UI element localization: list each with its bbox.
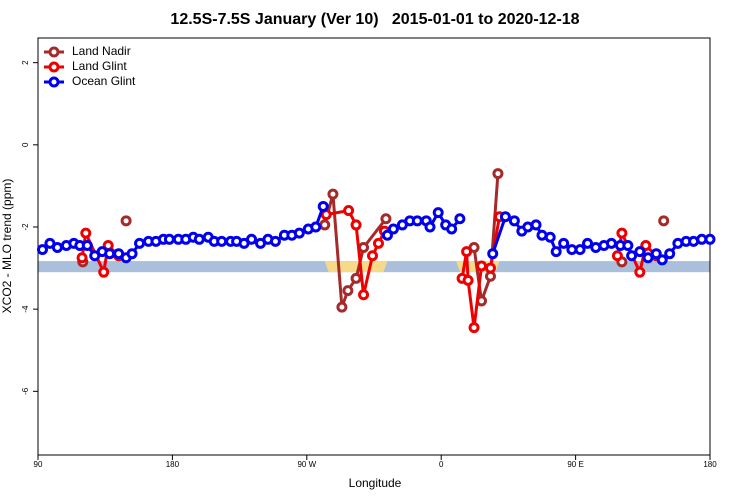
data-point	[293, 227, 305, 239]
data-point	[387, 223, 399, 235]
x-tick-label: 180	[703, 460, 717, 469]
legend-marker	[48, 46, 60, 58]
data-point	[216, 235, 228, 247]
data-point	[381, 229, 393, 241]
data-point	[327, 188, 339, 200]
data-point	[336, 301, 348, 313]
data-point	[558, 237, 570, 249]
data-point	[492, 168, 504, 180]
data-point	[664, 248, 676, 260]
data-point	[446, 223, 458, 235]
data-point	[650, 248, 662, 260]
data-point	[246, 233, 258, 245]
data-point	[704, 233, 716, 245]
data-point	[350, 219, 362, 231]
data-point	[461, 246, 473, 258]
x-tick-label: 90	[34, 460, 43, 469]
chart-title: 12.5S-7.5S January (Ver 10) 2015-01-01 t…	[170, 11, 579, 28]
legend-label: Land Glint	[72, 59, 127, 73]
data-point	[134, 237, 146, 249]
data-point	[574, 244, 586, 256]
data-point	[380, 213, 392, 225]
data-point	[51, 242, 63, 254]
data-point	[622, 239, 634, 251]
data-point	[424, 221, 436, 233]
legend-label: Land Nadir	[72, 44, 131, 58]
data-point	[358, 289, 370, 301]
x-axis-label: Longitude	[349, 476, 402, 490]
data-point	[634, 246, 646, 258]
x-tick-label: 90 W	[297, 460, 316, 469]
y-tick-label: -2	[21, 223, 30, 231]
x-tick-label: 180	[166, 460, 180, 469]
data-point	[508, 215, 520, 227]
legend-marker	[48, 61, 60, 73]
legend-label: Ocean Glint	[72, 74, 136, 88]
data-point	[432, 207, 444, 219]
data-point	[343, 205, 355, 217]
data-point	[582, 237, 594, 249]
data-point	[342, 285, 354, 297]
data-point	[616, 227, 628, 239]
data-point	[611, 250, 623, 262]
data-point	[640, 239, 652, 251]
data-point	[310, 221, 322, 233]
data-point	[98, 266, 110, 278]
data-point	[76, 252, 88, 264]
data-point	[544, 231, 556, 243]
data-point	[656, 254, 668, 266]
data-point	[550, 246, 562, 258]
data-point	[372, 237, 384, 249]
data-point	[193, 233, 205, 245]
data-point	[104, 248, 116, 260]
data-point	[81, 239, 93, 251]
data-point	[120, 215, 132, 227]
data-point	[367, 250, 379, 262]
data-point	[36, 244, 48, 256]
highlight-region	[324, 261, 388, 273]
y-axis-label: XCO2 - MLO trend (ppm)	[0, 179, 14, 314]
y-tick-label: 2	[21, 60, 30, 65]
legend-marker	[48, 76, 60, 88]
data-point	[468, 322, 480, 334]
y-tick-label: -4	[21, 305, 30, 313]
data-point	[80, 227, 92, 239]
data-point	[605, 237, 617, 249]
data-point	[658, 215, 670, 227]
data-point	[484, 262, 496, 274]
y-tick-label: -6	[21, 387, 30, 395]
data-point	[269, 235, 281, 247]
data-point	[411, 215, 423, 227]
data-point	[358, 242, 370, 254]
x-tick-label: 0	[439, 460, 444, 469]
data-point	[454, 213, 466, 225]
data-point	[634, 266, 646, 278]
x-tick-label: 90 E	[567, 460, 583, 469]
data-point	[317, 200, 329, 212]
data-point	[350, 272, 362, 284]
data-point	[462, 274, 474, 286]
data-point	[530, 219, 542, 231]
data-point	[319, 219, 331, 231]
data-point	[126, 248, 138, 260]
data-point	[476, 260, 488, 272]
data-point	[642, 252, 654, 264]
data-point	[626, 250, 638, 262]
y-tick-label: 0	[21, 142, 30, 147]
data-point	[163, 233, 175, 245]
data-point	[499, 211, 511, 223]
data-point	[487, 248, 499, 260]
